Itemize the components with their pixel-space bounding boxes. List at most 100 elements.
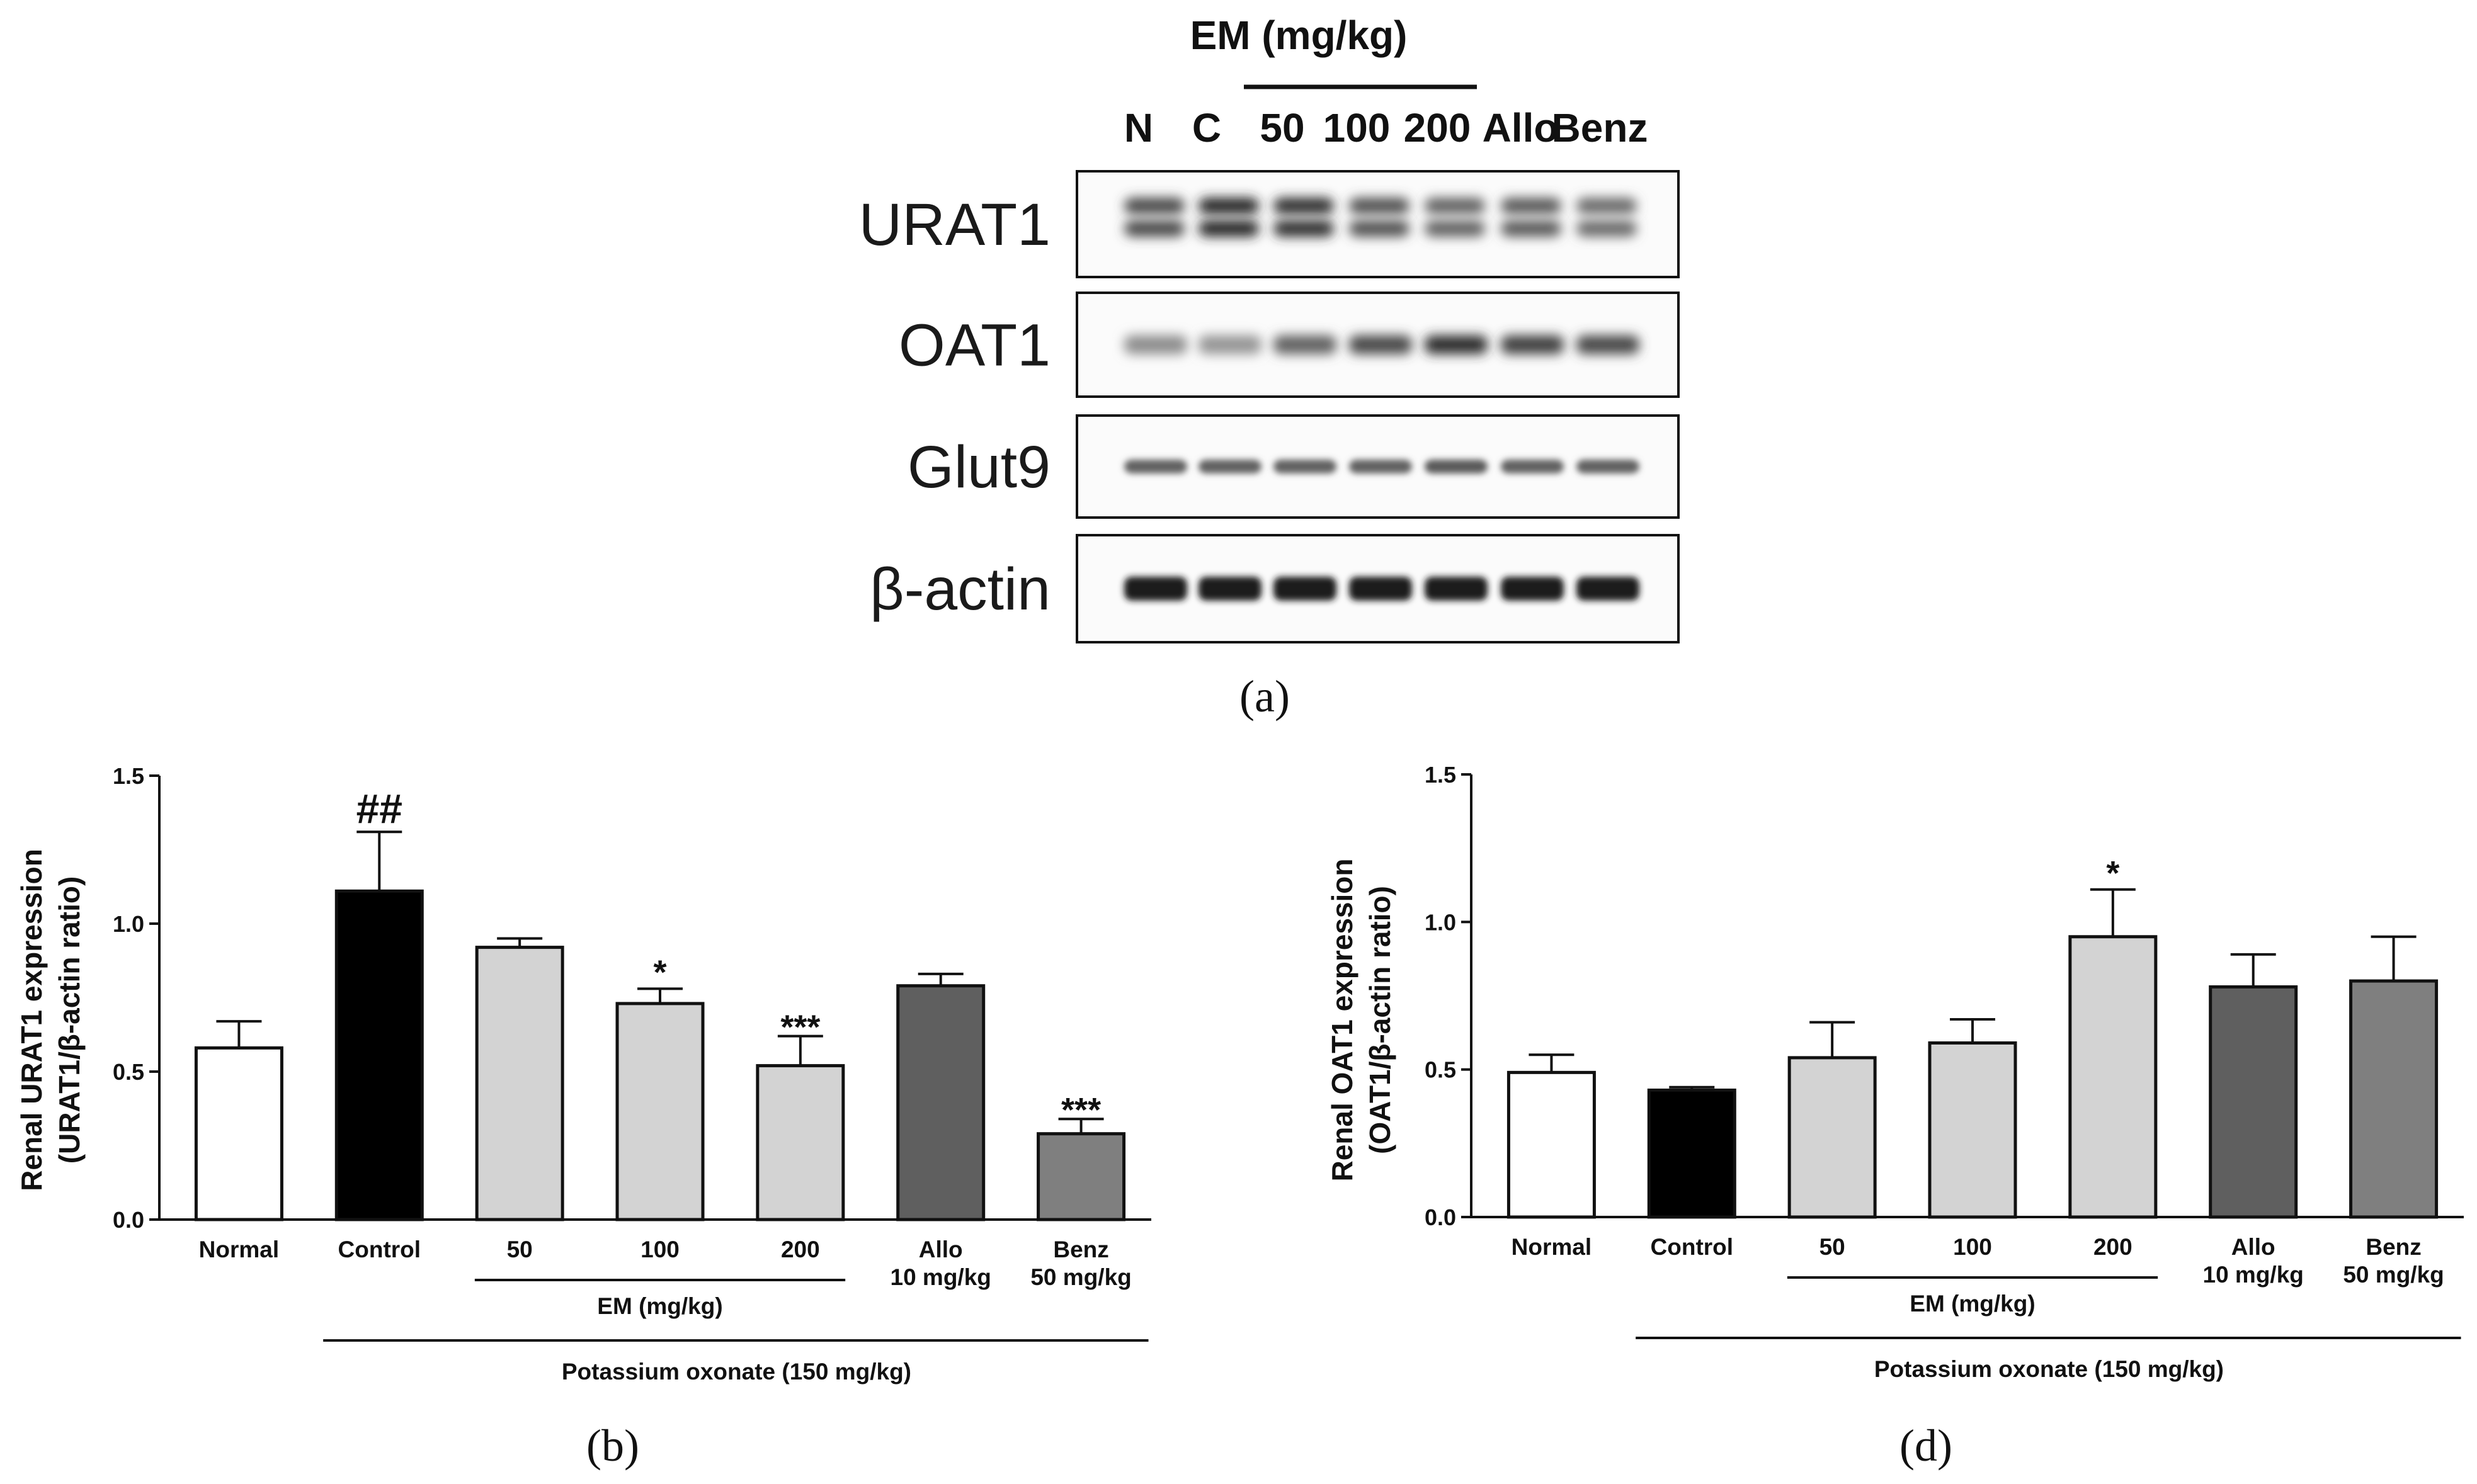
blot-band (1273, 577, 1336, 601)
y-tick-label: 1.5 (1425, 762, 1456, 788)
y-axis-label-line2: (URAT1/β-actin ratio) (53, 876, 86, 1164)
x-tick-sublabel: 10 mg/kg (891, 1264, 991, 1290)
x-tick-sublabel: 10 mg/kg (2203, 1262, 2304, 1288)
bar-200 (2068, 935, 2158, 1219)
x-tick-label: 200 (781, 1237, 820, 1262)
blot-band-upper (1425, 198, 1485, 214)
blot-band (1501, 335, 1564, 354)
blot-band (1124, 220, 1185, 237)
blot-band (1124, 577, 1187, 601)
lane-label-200: 200 (1404, 105, 1471, 150)
bar-200 (756, 1064, 845, 1221)
blot-band (1425, 335, 1488, 354)
x-tick-label: Normal (199, 1237, 279, 1262)
y-tick-label: 1.0 (113, 911, 144, 937)
lane-label-100: 100 (1323, 105, 1391, 150)
bar-control (1647, 1088, 1736, 1219)
blot-band-upper (1124, 198, 1185, 214)
urat1-bar-chart: Renal URAT1 expression (URAT1/β-actin ra… (15, 763, 1151, 1471)
blot-band-upper (1576, 198, 1637, 214)
blot-band (1199, 577, 1261, 601)
x-tick-label: 100 (641, 1237, 680, 1262)
blot-band-upper (1273, 198, 1334, 214)
blot-band (1349, 460, 1412, 473)
em-group-label: EM (mg/kg) (597, 1293, 722, 1319)
significance-marker: ## (356, 785, 402, 832)
bar-benz (1037, 1132, 1126, 1221)
x-tick-label: 100 (1953, 1234, 1992, 1260)
blot-band (1501, 220, 1561, 237)
bar-benz (2349, 979, 2439, 1219)
blot-band (1425, 220, 1485, 237)
x-tick-sublabel: 50 mg/kg (2343, 1262, 2444, 1288)
bar-normal (1506, 1070, 1596, 1219)
significance-marker: * (2106, 854, 2119, 892)
blot-band (1576, 335, 1639, 354)
blot-band (1576, 220, 1637, 237)
blot-band (1349, 220, 1409, 237)
lane-label-c: C (1192, 105, 1221, 150)
x-tick-label: 50 (507, 1237, 533, 1262)
bar-normal (194, 1046, 283, 1221)
blot-row-urat1: URAT1 (859, 170, 1680, 278)
x-tick-sublabel: 50 mg/kg (1030, 1264, 1131, 1290)
blot-band (1425, 460, 1488, 473)
blot-band (1501, 577, 1564, 601)
blot-row-label: OAT1 (899, 312, 1051, 379)
lane-label-allo: Allo (1483, 105, 1559, 150)
x-tick-label: 50 (1819, 1234, 1845, 1260)
y-tick-label: 1.5 (113, 763, 144, 789)
bar-allo (2209, 985, 2298, 1219)
bar-100 (615, 1002, 705, 1221)
x-tick-label: Normal (1512, 1234, 1592, 1260)
plot-area: 0.0 0.5 1.0 1.5 Normal ## Control 50 * 100 *** 200 A… (113, 763, 1151, 1385)
panel-label-b: (b) (586, 1420, 639, 1471)
blot-band (1273, 335, 1336, 354)
em-group-label: EM (mg/kg) (1910, 1291, 2035, 1317)
em-dose-header: EM (mg/kg) (1190, 13, 1408, 58)
lane-label-benz: Benz (1552, 105, 1648, 150)
significance-marker: * (653, 953, 666, 991)
blot-row-oat1: OAT1 (899, 292, 1680, 398)
y-tick-label: 0.5 (1425, 1057, 1456, 1083)
x-tick-label: Allo (919, 1237, 963, 1262)
blot-row-label: URAT1 (859, 191, 1051, 258)
blot-band (1124, 460, 1187, 473)
y-tick-label: 0.5 (113, 1059, 144, 1085)
y-tick-label: 1.0 (1425, 909, 1456, 935)
x-tick-label: Benz (1053, 1237, 1108, 1262)
panel-label-a: (a) (1239, 671, 1290, 722)
y-tick-label: 0.0 (1425, 1204, 1456, 1230)
blot-band-upper (1199, 198, 1259, 214)
blot-row-actin: β-actin (870, 534, 1680, 643)
bar-50 (1787, 1056, 1877, 1219)
significance-marker: *** (780, 1009, 820, 1046)
blot-band (1501, 460, 1564, 473)
blot-band (1425, 577, 1488, 601)
blot-band (1199, 460, 1261, 473)
x-tick-label: Control (1651, 1234, 1734, 1260)
blot-rows: URAT1 OAT1 Glut9 β-actin (859, 170, 1680, 643)
blot-band (1124, 335, 1187, 354)
x-tick-label: Control (338, 1237, 421, 1262)
blot-row-glut9: Glut9 (908, 414, 1680, 519)
y-axis-label-line1: Renal OAT1 expression (1326, 859, 1358, 1182)
blot-row-label: Glut9 (908, 434, 1051, 501)
blot-band (1199, 335, 1261, 354)
treatment-label: Potassium oxonate (150 mg/kg) (1874, 1356, 2224, 1382)
blot-band (1349, 577, 1412, 601)
blot-band-upper (1349, 198, 1409, 214)
blot-band (1576, 577, 1639, 601)
blot-band-upper (1501, 198, 1561, 214)
bar-50 (475, 946, 564, 1221)
significance-marker: *** (1061, 1091, 1101, 1129)
y-axis-label-line2: (OAT1/β-actin ratio) (1364, 886, 1396, 1154)
blot-row-label: β-actin (870, 556, 1051, 623)
bar-100 (1928, 1041, 2017, 1219)
blot-band (1576, 460, 1639, 473)
y-axis-label-line1: Renal URAT1 expression (15, 849, 48, 1191)
blot-band (1199, 220, 1259, 237)
